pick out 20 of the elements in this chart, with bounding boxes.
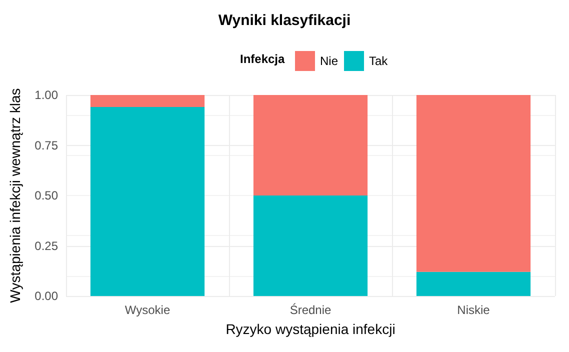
bar [253,196,368,296]
chart-title: Wyniki klasyfikacji [218,12,351,29]
x-axis-title: Ryzyko wystąpienia infekcji [226,321,396,337]
y-tick-label: 0.00 [34,289,58,303]
y-tick-label: 1.00 [34,88,58,102]
y-tick-label: 0.75 [34,138,58,152]
y-tick-label: 0.25 [34,238,58,253]
bar [416,272,531,296]
x-tick-label: Niskie [457,303,490,317]
legend-title: Infekcja [240,52,286,66]
y-axis-title: Wystąpienia infekcji wewnątrz klas [7,88,23,303]
legend-label: Nie [320,54,338,68]
x-tick-label: Wysokie [124,303,170,317]
bar [253,95,368,196]
bar [416,95,531,272]
legend-label: Tak [369,54,389,68]
x-tick-label: Średnie [290,303,332,317]
bar [90,95,205,108]
y-tick-label: 0.50 [34,188,58,202]
bar [90,107,205,296]
